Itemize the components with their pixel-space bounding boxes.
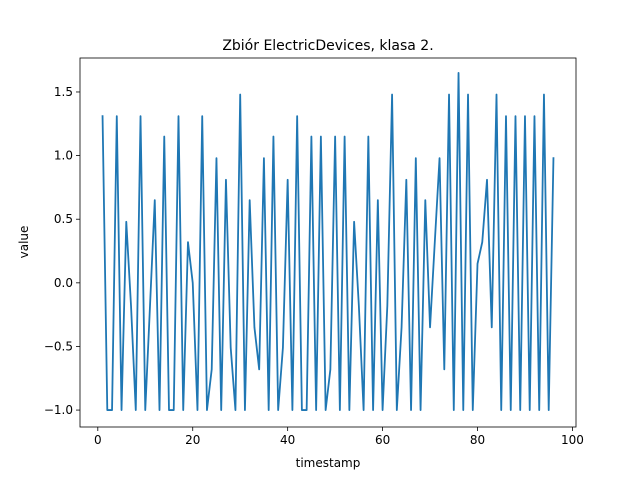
y-axis-title: value <box>17 226 31 259</box>
y-tick-label: −0.5 <box>44 339 73 353</box>
x-tick-label: 100 <box>561 433 584 447</box>
y-tick-label: −1.0 <box>44 403 73 417</box>
x-tick-label: 0 <box>94 433 102 447</box>
x-tick-label: 80 <box>470 433 485 447</box>
chart-title: Zbiór ElectricDevices, klasa 2. <box>222 38 433 54</box>
y-tick-label: 0.5 <box>54 212 73 226</box>
x-tick-label: 60 <box>375 433 390 447</box>
x-tick-label: 40 <box>280 433 295 447</box>
y-tick-label: 0.0 <box>54 276 73 290</box>
y-axis-ticks: −1.0 −0.5 0.0 0.5 1.0 1.5 <box>44 85 80 417</box>
x-axis-ticks: 0 20 40 60 80 100 <box>94 427 584 447</box>
x-axis-title: timestamp <box>296 456 361 470</box>
y-tick-label: 1.0 <box>54 149 73 163</box>
y-tick-label: 1.5 <box>54 85 73 99</box>
series-line-0 <box>101 71 555 411</box>
axes-layer <box>79 57 577 428</box>
axes-frame <box>79 57 577 428</box>
series-layer <box>101 71 555 411</box>
x-tick-label: 20 <box>185 433 200 447</box>
